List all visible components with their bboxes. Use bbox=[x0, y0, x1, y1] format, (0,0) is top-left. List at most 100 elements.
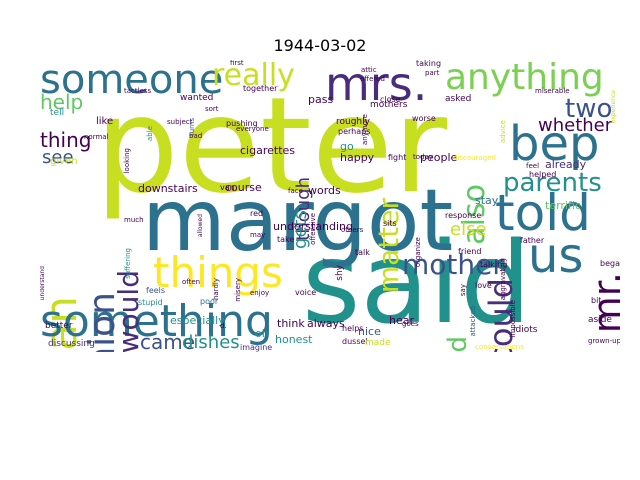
word-cloud-word: mrs. bbox=[325, 60, 428, 111]
word-cloud-word: already bbox=[545, 158, 587, 171]
word-cloud-word: always bbox=[307, 317, 345, 330]
word-cloud-word: tell bbox=[50, 108, 65, 118]
word-cloud-word: honest bbox=[275, 333, 313, 346]
word-cloud-word: imagine bbox=[240, 343, 273, 352]
word-cloud-word: anything bbox=[445, 60, 604, 98]
word-cloud-word: bad bbox=[189, 132, 203, 140]
word-cloud-word: offensive bbox=[309, 213, 317, 245]
word-cloud-word: would bbox=[112, 270, 145, 352]
word-cloud-word: sort bbox=[205, 105, 219, 113]
word-cloud-word: everyone bbox=[236, 125, 269, 133]
word-cloud-word: thing bbox=[40, 128, 92, 152]
word-cloud-word: friend bbox=[458, 247, 482, 256]
word-cloud-word: response bbox=[445, 211, 482, 220]
word-cloud-word: hear bbox=[389, 314, 415, 327]
word-cloud-word: face bbox=[288, 187, 303, 195]
word-cloud-word: experience bbox=[610, 90, 617, 124]
word-cloud-word: enjoy bbox=[250, 289, 270, 297]
word-cloud-word: dishes bbox=[182, 332, 240, 352]
word-cloud-word: came bbox=[140, 330, 196, 352]
word-cloud-word: see bbox=[42, 147, 74, 168]
word-cloud-word: us bbox=[528, 228, 584, 284]
word-cloud-word: terrific bbox=[545, 199, 581, 212]
word-cloud-word: able bbox=[146, 126, 154, 141]
word-cloud-word: pushing bbox=[226, 119, 258, 128]
word-cloud-word: offered bbox=[360, 75, 385, 83]
word-cloud-word: happy bbox=[340, 151, 375, 164]
word-cloud-word: suffering bbox=[124, 248, 132, 279]
word-cloud-word: asked bbox=[445, 94, 472, 104]
word-cloud-word: mothers bbox=[370, 100, 408, 110]
word-cloud-word: taking bbox=[416, 60, 442, 68]
word-cloud-word: may bbox=[250, 231, 266, 239]
word-cloud-word: misery bbox=[234, 278, 242, 302]
word-cloud-word: allowed bbox=[197, 214, 204, 238]
word-cloud-word: like bbox=[96, 116, 114, 127]
word-cloud-word: sits bbox=[383, 219, 397, 228]
word-cloud-word: others bbox=[341, 226, 364, 234]
word-cloud-word: tactless bbox=[124, 87, 152, 95]
word-cloud-word: impossible bbox=[509, 300, 517, 338]
word-cloud-word: margot bbox=[142, 171, 454, 271]
word-cloud-word: advice bbox=[499, 120, 507, 143]
word-cloud-word: whether bbox=[538, 115, 613, 136]
word-cloud-word: roughly bbox=[336, 117, 370, 127]
word-cloud-word: fight bbox=[388, 153, 407, 162]
word-cloud-word: say bbox=[459, 284, 467, 297]
word-cloud-word: van bbox=[220, 183, 235, 192]
word-cloud-word: help bbox=[40, 90, 84, 114]
word-cloud-word: stupid bbox=[138, 298, 163, 307]
word-cloud-word: feel bbox=[526, 162, 540, 170]
word-cloud-word: understand bbox=[40, 266, 46, 301]
word-cloud-word: red bbox=[250, 209, 264, 218]
word-cloud-word: worse bbox=[412, 114, 436, 123]
word-cloud-word: pass bbox=[308, 93, 334, 106]
word-cloud-word: goes bbox=[402, 320, 419, 328]
word-cloud-word: miserable bbox=[535, 87, 570, 95]
word-cloud-word: aside bbox=[588, 315, 612, 325]
word-cloud-word: anymore bbox=[361, 114, 369, 146]
word-cloud-word: really bbox=[212, 60, 295, 93]
word-cloud-word: downstairs bbox=[138, 182, 198, 195]
word-cloud-word: made bbox=[365, 338, 391, 348]
word-cloud-word: began bbox=[600, 259, 620, 268]
word-cloud-word: especially bbox=[170, 314, 225, 327]
word-cloud-word: voice bbox=[295, 288, 317, 297]
word-cloud-word: things bbox=[153, 248, 283, 297]
word-cloud-word: poor bbox=[200, 297, 219, 306]
word-cloud-word: nice bbox=[358, 325, 381, 338]
word-cloud-word: course bbox=[225, 181, 262, 194]
word-cloud-word: perhaps bbox=[338, 127, 371, 136]
word-cloud-word: discussing bbox=[48, 339, 95, 349]
word-cloud-word: part bbox=[425, 69, 440, 77]
word-cloud-word: idiots bbox=[513, 325, 538, 335]
word-cloud-word: bit bbox=[591, 296, 602, 305]
word-cloud-word: dussel bbox=[342, 337, 368, 346]
word-cloud-word: parents bbox=[503, 168, 602, 198]
word-cloud-word: attacked bbox=[469, 306, 477, 337]
figure-title: 1944-03-02 bbox=[273, 36, 367, 55]
word-cloud-word: take bbox=[277, 235, 295, 244]
word-cloud-word: normal bbox=[84, 133, 109, 141]
word-cloud-word: organize bbox=[414, 237, 422, 268]
word-cloud-word: stay bbox=[475, 194, 499, 207]
word-cloud-word: given bbox=[50, 156, 78, 167]
word-cloud-word: someone bbox=[40, 60, 224, 103]
word-cloud-word: people bbox=[420, 151, 458, 164]
word-cloud-word: said bbox=[302, 219, 532, 349]
word-cloud-word: talk bbox=[355, 248, 370, 257]
word-cloud-word: feels bbox=[146, 286, 166, 295]
word-cloud-word: hardly bbox=[212, 278, 220, 301]
word-cloud-word: attic bbox=[361, 66, 377, 74]
word-cloud-word: mother bbox=[402, 248, 504, 281]
word-cloud-word: wanted bbox=[180, 93, 214, 103]
word-cloud-word: helped bbox=[529, 170, 557, 179]
word-cloud-word: subject bbox=[167, 118, 193, 126]
word-cloud-word: close bbox=[380, 95, 401, 104]
word-cloud-word: oh bbox=[255, 327, 269, 340]
word-cloud-word: told bbox=[495, 184, 591, 242]
word-cloud-word: bep bbox=[509, 116, 600, 172]
word-cloud-word: talked bbox=[443, 336, 473, 352]
word-cloud-word: think bbox=[277, 317, 305, 330]
word-cloud: peter said margot someone told bep mrs. anythin… bbox=[40, 60, 620, 352]
